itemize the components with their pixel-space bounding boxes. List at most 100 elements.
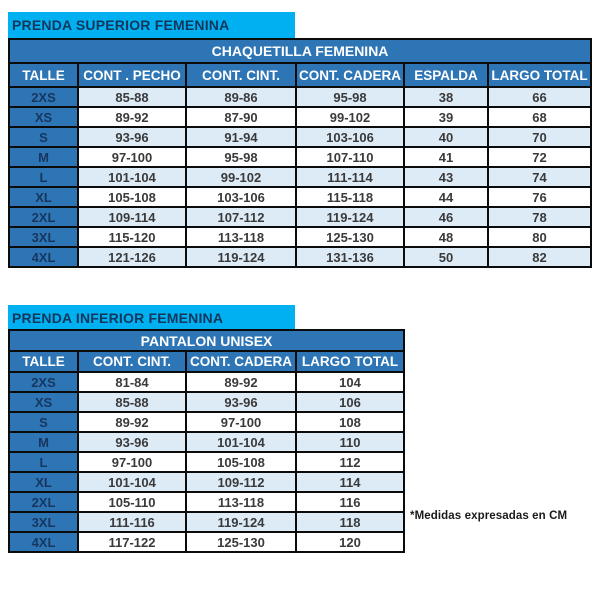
table-row: XL 101-104 109-112 114	[8, 471, 406, 493]
measurement-cell: 106	[294, 391, 406, 413]
measurement-cell: 120	[294, 531, 406, 553]
measurement-cell: 113-118	[185, 491, 297, 513]
column-header: CONT. CADERA	[185, 350, 297, 373]
lower-table-title: PANTALON UNISEX	[7, 329, 406, 352]
measurement-cell: 114	[294, 471, 406, 493]
size-label-cell: 2XS	[8, 86, 79, 108]
lower-table-body: 2XS 81-84 89-92 104 XS 85-88 93-96 106 S 89-92 97-…	[8, 371, 406, 553]
upper-table-title: CHAQUETILLA FEMENINA	[7, 38, 593, 64]
measurement-cell: 103-106	[185, 186, 297, 208]
measurement-cell: 131-136	[295, 246, 405, 268]
measurement-cell: 48	[403, 226, 489, 248]
measurement-cell: 119-124	[185, 511, 297, 533]
measurement-cell: 70	[486, 126, 593, 148]
table-title-row: CHAQUETILLA FEMENINA	[7, 38, 593, 64]
measurement-cell: 107-112	[185, 206, 297, 228]
measurement-cell: 95-98	[185, 146, 297, 168]
measurement-cell: 110	[294, 431, 406, 453]
measurement-cell: 38	[403, 86, 489, 108]
measurement-cell: 109-112	[185, 471, 297, 493]
measurement-cell: 74	[486, 166, 593, 188]
measurement-cell: 104	[294, 371, 406, 393]
column-header: TALLE	[8, 350, 79, 373]
measurement-cell: 103-106	[295, 126, 405, 148]
upper-garment-size-table: CHAQUETILLA FEMENINA TALLE CONT . PECHO CO…	[7, 38, 593, 268]
size-label-cell: 2XS	[8, 371, 79, 393]
measurement-cell: 72	[486, 146, 593, 168]
measurement-cell: 97-100	[185, 411, 297, 433]
table-row: 4XL 121-126 119-124 131-136 50 82	[8, 246, 593, 268]
measurement-cell: 117-122	[77, 531, 187, 553]
table-row: 2XL 105-110 113-118 116	[8, 491, 406, 513]
section-title-upper-garment: PRENDA SUPERIOR FEMENINA	[8, 12, 295, 38]
measurement-cell: 44	[403, 186, 489, 208]
measurement-cell: 41	[403, 146, 489, 168]
measurement-cell: 111-116	[77, 511, 187, 533]
table-row: L 101-104 99-102 111-114 43 74	[8, 166, 593, 188]
measurement-cell: 85-88	[77, 86, 187, 108]
size-label-cell: 3XL	[8, 511, 79, 533]
size-label-cell: S	[8, 126, 79, 148]
measurement-cell: 66	[486, 86, 593, 108]
measurement-cell: 121-126	[77, 246, 187, 268]
column-header: LARGO TOTAL	[294, 350, 406, 373]
measurement-cell: 89-92	[185, 371, 297, 393]
column-header: CONT. CINT.	[77, 350, 187, 373]
measurement-cell: 93-96	[185, 391, 297, 413]
measurement-cell: 91-94	[185, 126, 297, 148]
table-row: S 93-96 91-94 103-106 40 70	[8, 126, 593, 148]
measurement-cell: 115-120	[77, 226, 187, 248]
measurement-cell: 50	[403, 246, 489, 268]
size-label-cell: M	[8, 431, 79, 453]
column-header-row: TALLE CONT. CINT. CONT. CADERA LARGO TOTAL	[8, 350, 406, 373]
upper-table-body: 2XS 85-88 89-86 95-98 38 66 XS 89-92 87-90 99-102…	[8, 86, 593, 268]
measurement-cell: 85-88	[77, 391, 187, 413]
measurement-cell: 97-100	[77, 146, 187, 168]
table-row: 3XL 111-116 119-124 118	[8, 511, 406, 533]
table-row: XS 89-92 87-90 99-102 39 68	[8, 106, 593, 128]
measurement-cell: 89-92	[77, 411, 187, 433]
measurement-cell: 81-84	[77, 371, 187, 393]
size-label-cell: XL	[8, 186, 79, 208]
column-header: CONT. CADERA	[295, 62, 405, 88]
measurement-cell: 87-90	[185, 106, 297, 128]
measurement-cell: 43	[403, 166, 489, 188]
measurement-cell: 68	[486, 106, 593, 128]
table-row: 2XL 109-114 107-112 119-124 46 78	[8, 206, 593, 228]
measurement-cell: 111-114	[295, 166, 405, 188]
units-footnote: *Medidas expresadas en CM	[410, 510, 568, 522]
measurement-cell: 125-130	[295, 226, 405, 248]
measurement-cell: 125-130	[185, 531, 297, 553]
table-row: L 97-100 105-108 112	[8, 451, 406, 473]
size-label-cell: S	[8, 411, 79, 433]
measurement-cell: 119-124	[295, 206, 405, 228]
measurement-cell: 82	[486, 246, 593, 268]
measurement-cell: 113-118	[185, 226, 297, 248]
size-label-cell: XS	[8, 391, 79, 413]
measurement-cell: 107-110	[295, 146, 405, 168]
measurement-cell: 108	[294, 411, 406, 433]
measurement-cell: 101-104	[77, 471, 187, 493]
measurement-cell: 39	[403, 106, 489, 128]
measurement-cell: 99-102	[185, 166, 297, 188]
column-header: TALLE	[8, 62, 79, 88]
measurement-cell: 116	[294, 491, 406, 513]
measurement-cell: 101-104	[185, 431, 297, 453]
column-header: ESPALDA	[403, 62, 489, 88]
measurement-cell: 95-98	[295, 86, 405, 108]
table-row: 4XL 117-122 125-130 120	[8, 531, 406, 553]
size-label-cell: 2XL	[8, 206, 79, 228]
table-row: S 89-92 97-100 108	[8, 411, 406, 433]
size-label-cell: XL	[8, 471, 79, 493]
size-label-cell: 4XL	[8, 531, 79, 553]
measurement-cell: 105-110	[77, 491, 187, 513]
measurement-cell: 97-100	[77, 451, 187, 473]
table-row: 2XS 85-88 89-86 95-98 38 66	[8, 86, 593, 108]
table-row: M 97-100 95-98 107-110 41 72	[8, 146, 593, 168]
measurement-cell: 78	[486, 206, 593, 228]
measurement-cell: 46	[403, 206, 489, 228]
measurement-cell: 89-86	[185, 86, 297, 108]
measurement-cell: 115-118	[295, 186, 405, 208]
section-title-lower-garment: PRENDA INFERIOR FEMENINA	[8, 305, 295, 331]
